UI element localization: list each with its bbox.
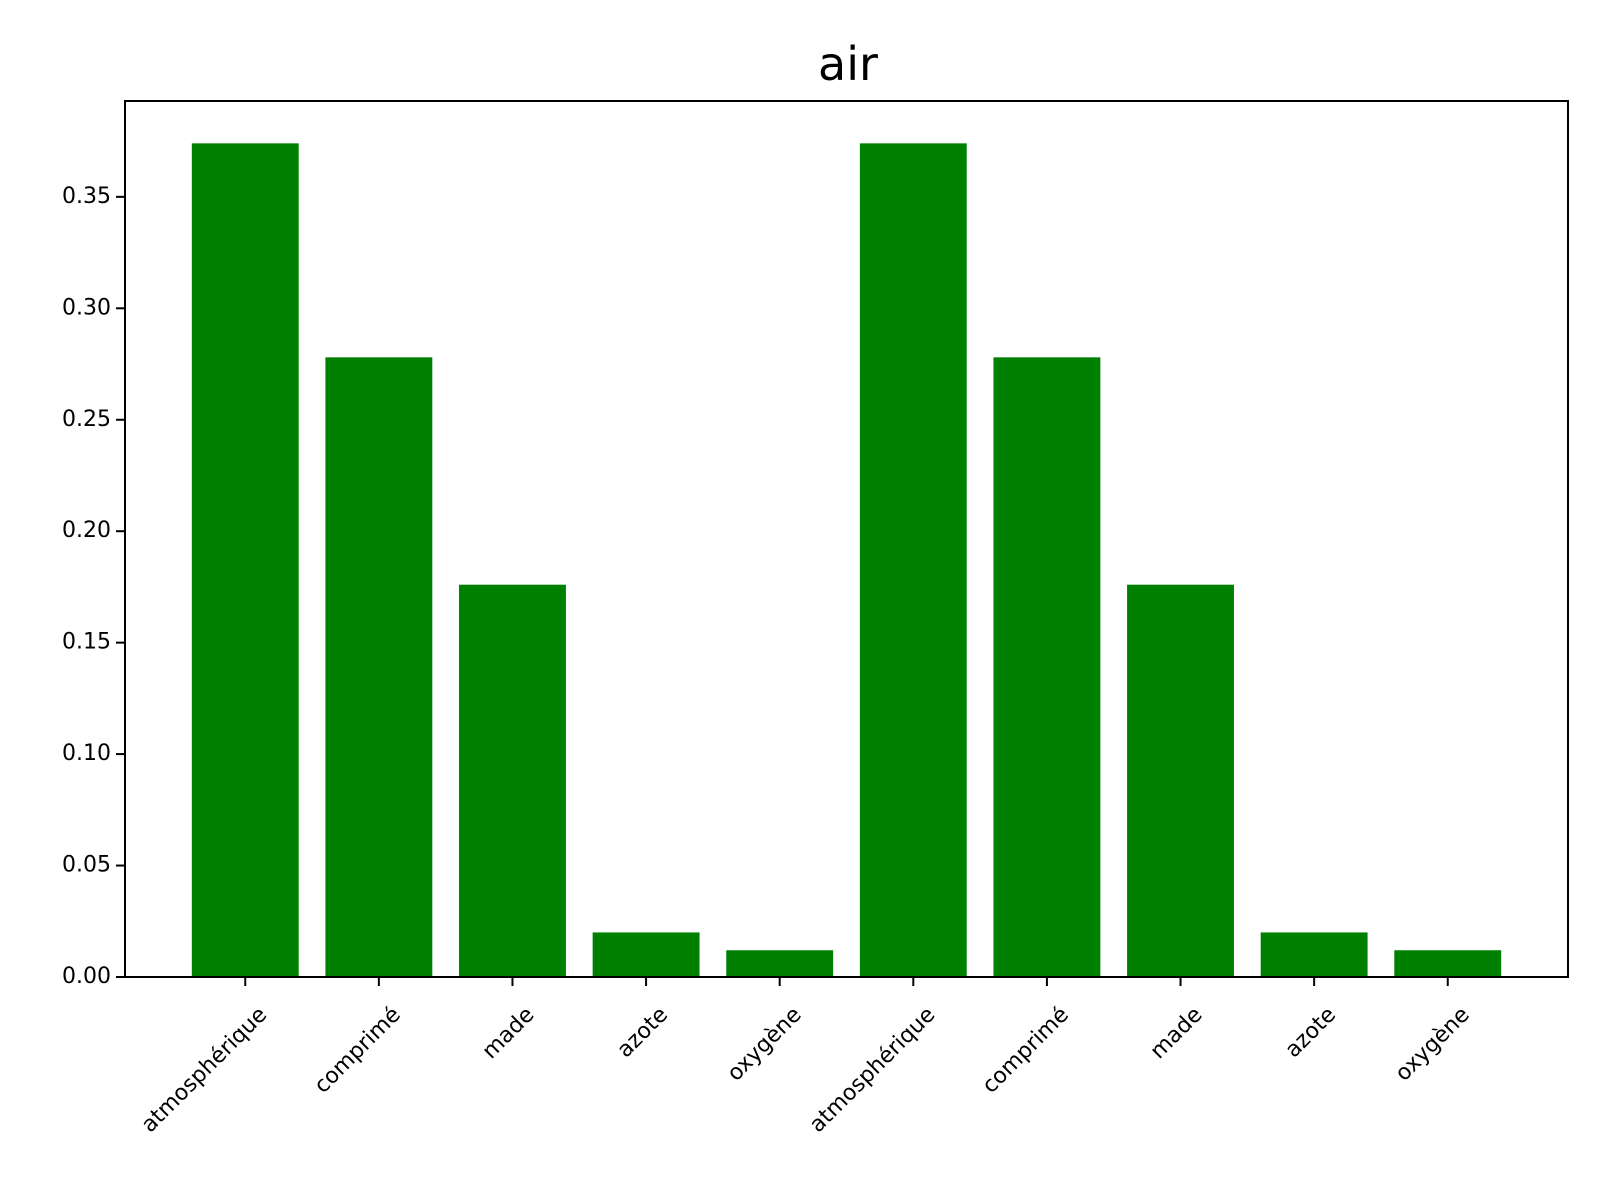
bar [592, 932, 700, 977]
bar [993, 357, 1101, 978]
bar [859, 143, 967, 978]
bar [325, 357, 433, 978]
y-tick-label: 0.00 [62, 964, 111, 989]
bars-layer [191, 143, 1502, 978]
bar [1127, 584, 1234, 977]
x-tick-label: made [1146, 1002, 1208, 1064]
x-tick-label: oxygène [723, 1002, 807, 1086]
x-tick-label: azote [613, 1002, 674, 1063]
y-tick-label: 0.35 [62, 184, 111, 209]
bar [459, 584, 566, 977]
bar [726, 950, 834, 977]
x-tick-label: comprimé [978, 1002, 1074, 1098]
y-tick-label: 0.10 [62, 741, 111, 766]
y-tick-label: 0.15 [62, 630, 111, 655]
chart-title: air [818, 37, 878, 91]
x-tick-label: made [478, 1002, 540, 1064]
x-tick-label: atmosphérique [137, 1002, 272, 1137]
bar [1260, 932, 1368, 977]
y-tick-label: 0.25 [62, 407, 111, 432]
x-tick-label: oxygène [1391, 1002, 1475, 1086]
x-tick-label: atmosphérique [805, 1002, 940, 1137]
y-tick-label: 0.30 [62, 295, 111, 320]
x-tick-label: azote [1281, 1002, 1342, 1063]
y-tick-label: 0.20 [62, 518, 111, 543]
bar [1394, 950, 1502, 977]
bar [191, 143, 299, 978]
x-axis: atmosphérique comprimé made azote oxygèneatm… [137, 977, 1475, 1138]
y-axis: 0.00 0.05 0.10 0.15 0.20 0.25 0.30 0.35 [62, 184, 125, 989]
x-tick-label: comprimé [310, 1002, 406, 1098]
y-tick-label: 0.05 [62, 853, 111, 878]
axes-frame [124, 100, 1569, 978]
